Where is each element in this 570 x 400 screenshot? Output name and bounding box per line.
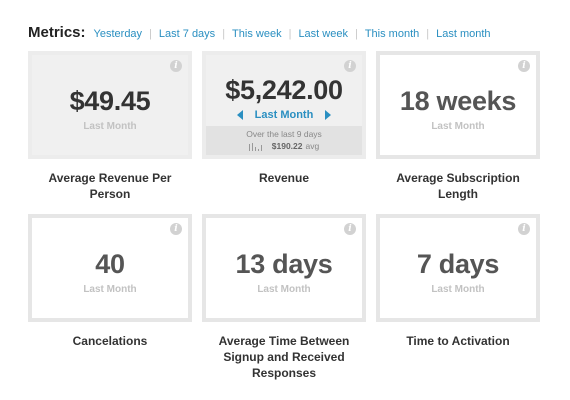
info-icon[interactable]: i: [344, 60, 356, 72]
metric-value: 13 days: [235, 249, 333, 279]
metric-card-time-to-activation[interactable]: i 7 days Last Month: [376, 214, 540, 322]
metric-value: $5,242.00: [225, 75, 343, 105]
metrics-header: Metrics: Yesterday | Last 7 days | This …: [28, 24, 491, 41]
triangle-right-icon[interactable]: [325, 110, 332, 120]
triangle-left-icon[interactable]: [236, 110, 243, 120]
metric-period: Last Month: [83, 284, 137, 295]
metric-card-time-to-response[interactable]: i 13 days Last Month: [202, 214, 366, 322]
link-yesterday[interactable]: Yesterday: [93, 28, 143, 40]
info-icon[interactable]: i: [518, 60, 530, 72]
metrics-title: Metrics:: [28, 24, 86, 41]
period-nav-label[interactable]: Last Month: [254, 109, 314, 121]
metric-value: 7 days: [416, 249, 500, 279]
period-links: Yesterday | Last 7 days | This week | La…: [93, 28, 491, 40]
metric-value: 40: [95, 249, 125, 279]
metric-card-cancelations[interactable]: i 40 Last Month: [28, 214, 192, 322]
metric-card-subscription-length[interactable]: i 18 weeks Last Month: [376, 51, 540, 159]
revenue-footer: Over the last 9 days $190.22 avg: [206, 126, 362, 155]
metric-card-revenue[interactable]: i $5,242.00 Last Month Over the last 9 d…: [202, 51, 366, 159]
metric-value: $49.45: [69, 86, 151, 116]
metric-label: Average Time Between Signup and Received…: [218, 334, 350, 380]
link-last-week[interactable]: Last week: [298, 28, 348, 40]
metric-label: Average Subscription Length: [396, 171, 520, 201]
info-icon[interactable]: i: [344, 223, 356, 235]
metric-period: Last Month: [431, 284, 485, 295]
metric-period: Last Month: [83, 121, 137, 132]
metric-label: Revenue: [258, 171, 310, 185]
info-icon[interactable]: i: [170, 223, 182, 235]
link-last-month[interactable]: Last month: [436, 28, 491, 40]
footer-caption: Over the last 9 days: [246, 129, 322, 139]
period-navigator: Last Month: [206, 109, 362, 121]
metric-period: Last Month: [257, 284, 311, 295]
footer-suffix: avg: [305, 141, 320, 151]
metric-label: Cancelations: [72, 334, 148, 348]
link-this-week[interactable]: This week: [232, 28, 282, 40]
metric-card-avg-revenue[interactable]: i $49.45 Last Month: [28, 51, 192, 159]
metric-period: Last Month: [431, 121, 485, 132]
link-this-month[interactable]: This month: [364, 28, 420, 40]
info-icon[interactable]: i: [170, 60, 182, 72]
sparkline-icon: [248, 143, 264, 151]
metric-value: 18 weeks: [399, 86, 517, 116]
metric-label: Time to Activation: [406, 334, 510, 348]
footer-amount: $190.22: [271, 141, 303, 151]
metric-label: Average Revenue Per Person: [48, 171, 172, 201]
link-last-7-days[interactable]: Last 7 days: [158, 28, 216, 40]
info-icon[interactable]: i: [518, 223, 530, 235]
